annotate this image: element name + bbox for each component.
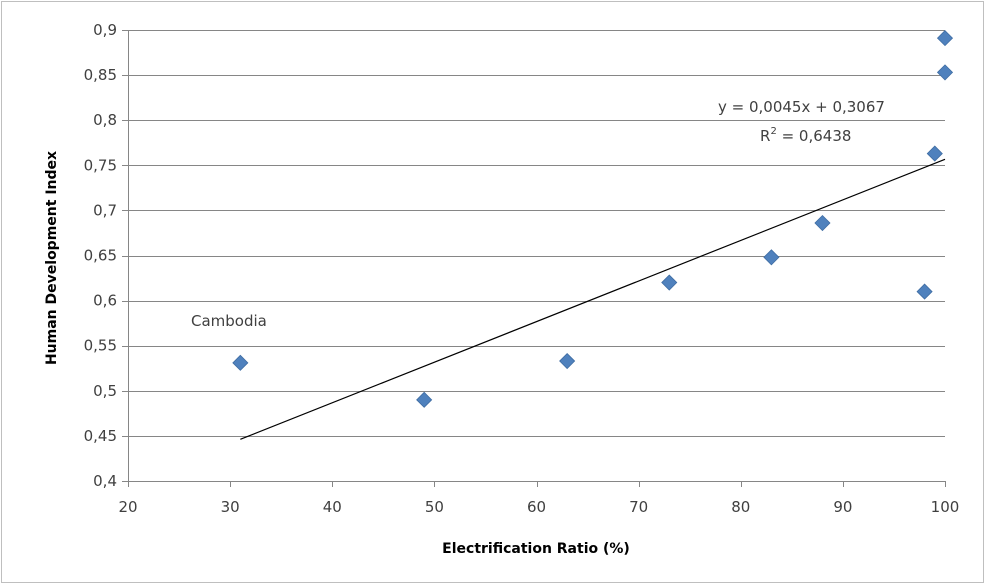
trendline-equation: y = 0,0045x + 0,3067: [718, 98, 885, 116]
gridlines: [128, 30, 945, 437]
data-point: [936, 30, 954, 47]
y-axis-title: Human Development Index: [44, 151, 60, 365]
data-point: [916, 283, 933, 300]
data-point: [763, 249, 780, 266]
y-tick-label: 0,9: [93, 21, 117, 39]
x-tick-label: 60: [527, 498, 546, 516]
trendline-group: [240, 158, 946, 440]
y-tick-label: 0,8: [93, 111, 117, 129]
axes: [122, 30, 946, 487]
y-tick-label: 0,85: [84, 66, 117, 84]
y-tick-label: 0,6: [93, 292, 117, 310]
y-tick-labels: 0,4 0,45 0,5 0,55 0,6 0,65 0,7 0,75 0,8 0,85 0,9: [84, 21, 117, 490]
point-label-cambodia: Cambodia: [191, 312, 267, 330]
x-tick-label: 20: [118, 498, 137, 516]
x-tick-label: 80: [731, 498, 750, 516]
y-tick-label: 0,7: [93, 201, 117, 219]
r-squared-label: R2 = 0,6438: [760, 126, 851, 145]
data-point: [814, 214, 831, 232]
r-squared-value: = 0,6438: [777, 127, 852, 145]
x-tick-labels: 20 30 40 50 60 70 80 90 100: [118, 498, 959, 516]
y-tick-label: 0,55: [84, 337, 117, 355]
data-point: [661, 274, 678, 291]
y-tick-label: 0,45: [84, 427, 117, 445]
r-squared-superscript: 2: [770, 126, 776, 137]
x-tick-label: 30: [221, 498, 240, 516]
x-tick-label: 70: [629, 498, 648, 516]
r-squared-prefix: R: [760, 127, 770, 145]
data-point: [232, 354, 249, 371]
x-tick-label: 90: [833, 498, 852, 516]
data-point: [416, 391, 433, 408]
trendline: [240, 158, 946, 440]
y-tick-label: 0,75: [84, 156, 117, 174]
data-point: [559, 352, 576, 370]
data-point: [926, 145, 943, 162]
x-tick-label: 40: [323, 498, 342, 516]
x-axis-title: Electrification Ratio (%): [442, 541, 630, 557]
data-points: [232, 30, 954, 408]
y-tick-label: 0,4: [93, 472, 117, 490]
y-tick-label: 0,65: [84, 247, 117, 265]
x-tick-label: 100: [931, 498, 960, 516]
x-tick-label: 50: [425, 498, 444, 516]
data-point: [936, 64, 954, 81]
y-tick-label: 0,5: [93, 382, 117, 400]
